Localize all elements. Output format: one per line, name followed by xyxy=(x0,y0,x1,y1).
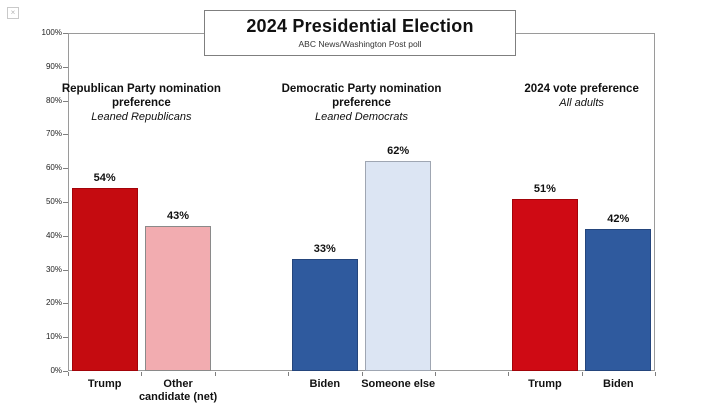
y-axis-tick-label: 90% xyxy=(45,61,62,71)
y-axis-tick-mark xyxy=(63,269,68,271)
y-axis-tick-label: 100% xyxy=(41,28,62,37)
y-axis-tick-label: 30% xyxy=(45,264,62,274)
x-axis-tick-mark xyxy=(435,372,436,376)
y-axis-tick-label: 10% xyxy=(45,332,62,342)
y-axis-tick-mark xyxy=(63,33,68,34)
bar-value-label: 62% xyxy=(387,145,410,158)
y-axis-tick-label: 80% xyxy=(45,95,62,105)
y-axis-tick-mark xyxy=(63,235,68,237)
x-axis-tick-mark xyxy=(288,372,289,376)
y-axis-tick-mark xyxy=(63,134,68,136)
y-axis-tick-label: 50% xyxy=(45,197,62,206)
x-axis-tick-mark xyxy=(68,372,69,376)
bar-value-label: 42% xyxy=(607,213,630,226)
chart-title: 2024 Presidential Election xyxy=(246,16,474,36)
bar-other-candidate-net-43 xyxy=(145,225,212,371)
bar-value-label: 43% xyxy=(167,209,190,222)
x-axis-tick-mark xyxy=(655,372,656,376)
x-axis-category-label: Other candidate (net) xyxy=(138,378,218,403)
x-axis-category-label: Biden xyxy=(309,378,341,390)
x-axis-category-label: Biden xyxy=(603,378,634,390)
group-header-subtitle: Leaned Democrats xyxy=(315,111,408,123)
group-header-title: Republican Party nomination preference xyxy=(61,83,221,109)
y-axis-tick-label: 60% xyxy=(45,163,62,173)
bar-value-label: 54% xyxy=(93,172,116,185)
x-axis-tick-mark xyxy=(215,372,216,376)
x-axis-tick-mark xyxy=(362,372,363,376)
y-axis-tick-mark xyxy=(63,337,68,339)
group-header-leaned-democrats: Democratic Party nomination preference Le… xyxy=(266,82,458,124)
chart-subtitle: ABC News/Washington Post poll xyxy=(298,39,422,49)
group-header-title: 2024 vote preference xyxy=(524,83,639,95)
bar-biden-33 xyxy=(291,259,358,371)
bar-someone-else-62 xyxy=(365,161,432,371)
bar-value-label: 33% xyxy=(313,243,336,256)
group-header-all-adults: 2024 vote preference All adults xyxy=(486,82,678,110)
y-axis-tick-mark xyxy=(63,371,68,372)
bar-biden-42 xyxy=(585,229,652,371)
y-axis-tick-mark xyxy=(63,303,68,305)
y-axis-tick-label: 70% xyxy=(45,129,62,139)
group-header-title: Democratic Party nomination preference xyxy=(281,83,442,109)
y-axis-tick-mark xyxy=(63,100,68,102)
bar-trump-54 xyxy=(71,188,138,371)
x-axis-tick-mark xyxy=(508,372,509,376)
bar-value-label: 51% xyxy=(533,182,556,195)
group-header-subtitle: Leaned Republicans xyxy=(91,111,192,123)
x-axis-tick-mark xyxy=(141,372,142,376)
x-axis-category-label: Trump xyxy=(528,378,562,390)
group-header-subtitle: All adults xyxy=(559,97,604,109)
y-axis-tick-label: 20% xyxy=(45,298,62,308)
y-axis-tick-mark xyxy=(63,168,68,170)
y-axis-tick-label: 40% xyxy=(45,230,62,240)
group-header-leaned-republicans: Republican Party nomination preference Le… xyxy=(45,82,237,124)
y-axis-tick-label: 0% xyxy=(50,366,62,375)
x-axis-tick-mark xyxy=(582,372,583,376)
x-axis-category-label: Trump xyxy=(87,378,122,390)
bar-trump-51 xyxy=(511,198,578,371)
y-axis-tick-mark xyxy=(63,202,68,203)
chart-title-box: 2024 Presidential Election ABC News/Wash… xyxy=(204,10,516,56)
broken-image-icon: × xyxy=(7,7,19,19)
y-axis-tick-mark xyxy=(63,66,68,68)
x-axis-category-label: Someone else xyxy=(361,378,436,390)
